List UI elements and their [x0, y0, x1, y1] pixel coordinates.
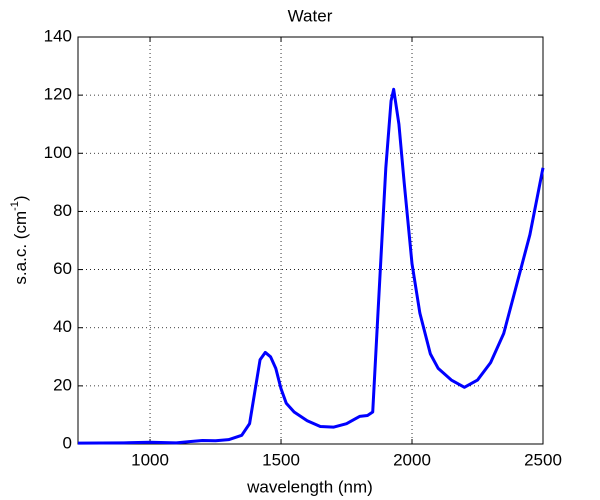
y-label-text: s.a.c. (cm [11, 211, 30, 285]
y-tick-label: 20 [53, 375, 72, 394]
chart-title: Water [288, 6, 333, 25]
y-tick-label: 40 [53, 317, 72, 336]
plot-area [77, 36, 544, 445]
y-tick-label: 60 [53, 259, 72, 278]
y-tick-label: 0 [63, 433, 72, 452]
y-tick-label: 80 [53, 201, 72, 220]
y-tick-label: 100 [44, 143, 72, 162]
x-tick-label: 1500 [262, 450, 300, 469]
x-axis-label: wavelength (nm) [246, 477, 373, 496]
y-tick-label: 140 [44, 26, 72, 45]
x-tick-label: 2500 [524, 450, 562, 469]
y-label-superscript: -1 [9, 201, 21, 211]
y-tick-label: 120 [44, 85, 72, 104]
x-tick-label: 2000 [393, 450, 431, 469]
x-tick-label: 1000 [131, 450, 169, 469]
y-label-suffix: ) [11, 195, 30, 201]
y-axis-label: s.a.c. (cm-1) [9, 195, 31, 284]
data-line [77, 87, 545, 445]
